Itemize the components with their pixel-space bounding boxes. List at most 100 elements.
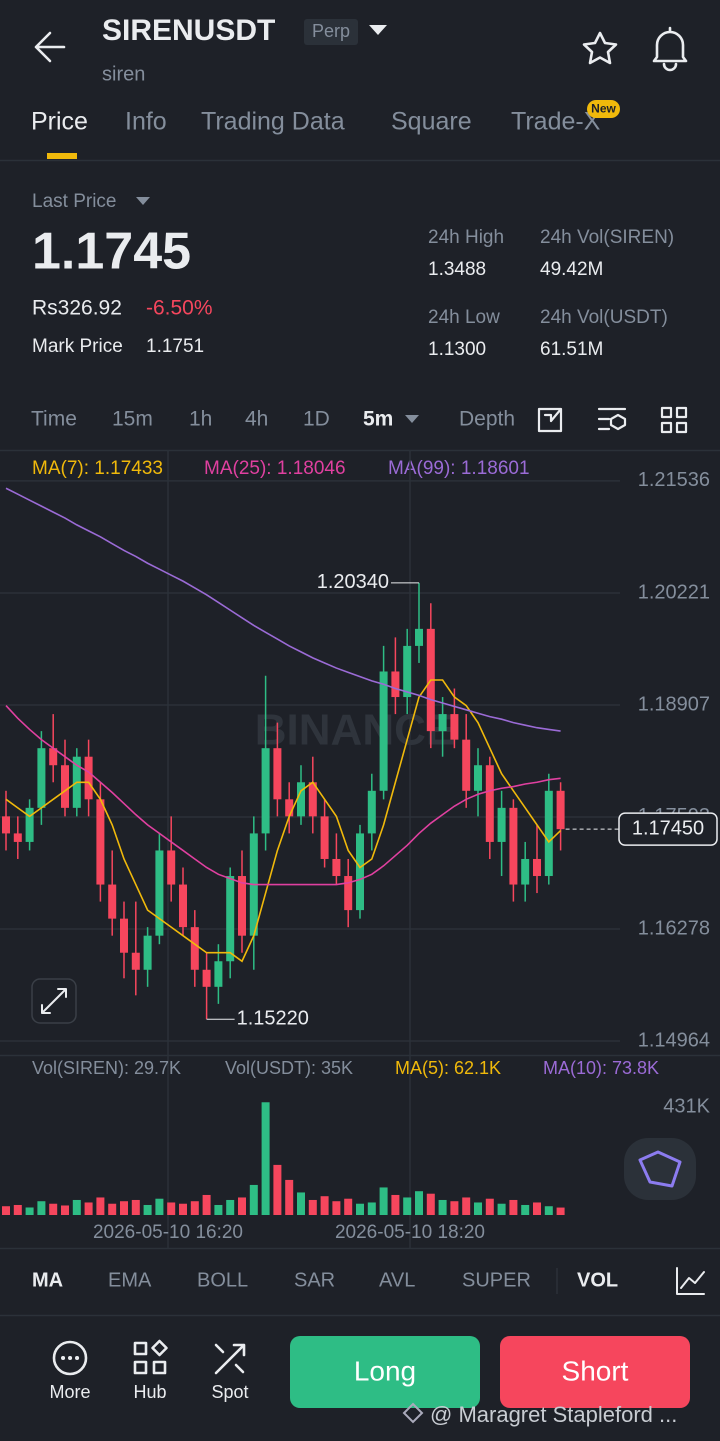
hub-icon[interactable] <box>133 1339 168 1375</box>
interval[interactable]: Time <box>31 408 77 431</box>
volume-bar <box>462 1197 471 1215</box>
volume-bar <box>344 1198 353 1215</box>
watermark-icon <box>402 1402 424 1424</box>
indicator-tab[interactable]: EMA <box>108 1269 152 1291</box>
ma-legend: MA(25): 1.18046 <box>204 458 346 479</box>
volume-bar <box>261 1102 270 1215</box>
indicator-tab[interactable]: BOLL <box>197 1269 248 1291</box>
candle-body <box>556 790 565 830</box>
volume-bar <box>533 1202 541 1215</box>
tab[interactable]: Price <box>31 108 88 136</box>
stat-label: 24h High <box>428 227 504 248</box>
alert-bell[interactable] <box>652 26 688 72</box>
volume-bar <box>273 1164 282 1215</box>
last-price-label: 1.17450 <box>632 817 704 839</box>
last-price-box <box>618 812 718 846</box>
fullscreen-button[interactable] <box>31 978 77 1024</box>
volume-bar <box>13 1204 22 1215</box>
indicator-tab[interactable]: VOL <box>577 1269 618 1291</box>
low-marker-label: 1.15220 <box>237 1007 309 1029</box>
interval[interactable]: 1h <box>189 408 212 431</box>
favorite-star[interactable] <box>582 31 618 65</box>
volume-bar <box>556 1207 565 1215</box>
spot-icon[interactable] <box>214 1343 246 1375</box>
stat-label: 24h Low <box>428 307 500 328</box>
candle-body <box>297 782 305 817</box>
subtitle: siren <box>102 63 145 85</box>
stat-value: 49.42M <box>540 259 603 280</box>
indicator-tab[interactable]: SUPER <box>462 1269 531 1291</box>
last-price-label[interactable]: Last Price <box>32 191 116 212</box>
volume-legend: Vol(SIREN): 29.7K <box>32 1058 181 1078</box>
back-button[interactable] <box>34 31 66 63</box>
volume-bar <box>332 1201 341 1215</box>
volume-bar <box>403 1197 412 1215</box>
symbol-title: SIRENUSDT <box>102 14 275 47</box>
indicator-icon[interactable] <box>597 407 627 431</box>
indicator-tab[interactable]: SAR <box>294 1269 335 1291</box>
more-icon[interactable] <box>52 1340 88 1376</box>
candle-body <box>379 671 388 791</box>
tab[interactable]: Trading Data <box>201 108 345 136</box>
volume-bar <box>320 1196 329 1215</box>
chart-settings-icon[interactable] <box>537 407 563 433</box>
tab-bar: Price Info Trading Data Square Trade-X <box>31 108 601 136</box>
candle-body <box>367 790 376 834</box>
long-button[interactable] <box>290 1336 480 1408</box>
volume-bar <box>49 1203 58 1215</box>
last-price: 1.1745 <box>32 223 191 281</box>
candle-body <box>320 816 329 859</box>
action-label[interactable]: More <box>49 1382 90 1402</box>
candle-body <box>474 765 482 791</box>
interval[interactable]: 1D <box>303 408 330 431</box>
tab[interactable]: Info <box>125 108 167 136</box>
volume-bar <box>497 1203 506 1215</box>
volume-bar <box>120 1201 128 1215</box>
candle-body <box>544 790 553 877</box>
candle-body <box>179 884 187 928</box>
volume-bar <box>450 1201 459 1215</box>
tab[interactable]: Trade-X <box>511 108 601 136</box>
dropdown-caret <box>405 415 419 423</box>
active-tab-indicator <box>47 153 77 159</box>
volume-legend: MA(5): 62.1K <box>395 1058 501 1078</box>
volume-chart: 431K <box>2 1095 711 1215</box>
assistant-button[interactable] <box>624 1138 696 1200</box>
candle-body <box>108 884 117 919</box>
tab[interactable]: Square <box>391 108 472 136</box>
candle-body <box>497 807 506 842</box>
ma-line <box>5 705 561 886</box>
candle-body <box>273 748 282 800</box>
volume-bar <box>202 1194 211 1215</box>
y-tick-label: 1.18907 <box>638 693 710 715</box>
action-label[interactable]: Hub <box>133 1382 166 1402</box>
candle-body <box>344 876 353 911</box>
action-label[interactable]: Spot <box>211 1382 248 1402</box>
indicator-tab[interactable]: AVL <box>379 1269 415 1291</box>
stat-value: 61.51M <box>540 339 603 360</box>
volume-bar <box>108 1203 117 1215</box>
indicator-chart-icon[interactable] <box>676 1267 705 1295</box>
volume-bar <box>438 1199 447 1215</box>
interval[interactable]: 15m <box>112 408 153 431</box>
interval-active[interactable]: 5m <box>363 408 393 431</box>
layout-icon[interactable] <box>660 406 688 434</box>
candle-body <box>37 748 46 808</box>
short-button[interactable] <box>500 1336 690 1408</box>
candle-body <box>13 833 22 842</box>
dropdown-caret <box>136 197 150 205</box>
volume-bar <box>391 1194 400 1215</box>
volume-bar <box>226 1199 235 1215</box>
candle-body <box>96 799 105 885</box>
symbol-dropdown[interactable] <box>369 25 387 35</box>
interval[interactable]: Depth <box>459 408 515 431</box>
volume-bar <box>521 1204 530 1215</box>
price-change: -6.50% <box>146 297 213 320</box>
volume-bar <box>96 1197 105 1215</box>
interval[interactable]: 4h <box>245 408 268 431</box>
indicator-tab[interactable]: MA <box>32 1269 63 1291</box>
candle-body <box>462 739 471 791</box>
candle-body <box>521 858 530 885</box>
